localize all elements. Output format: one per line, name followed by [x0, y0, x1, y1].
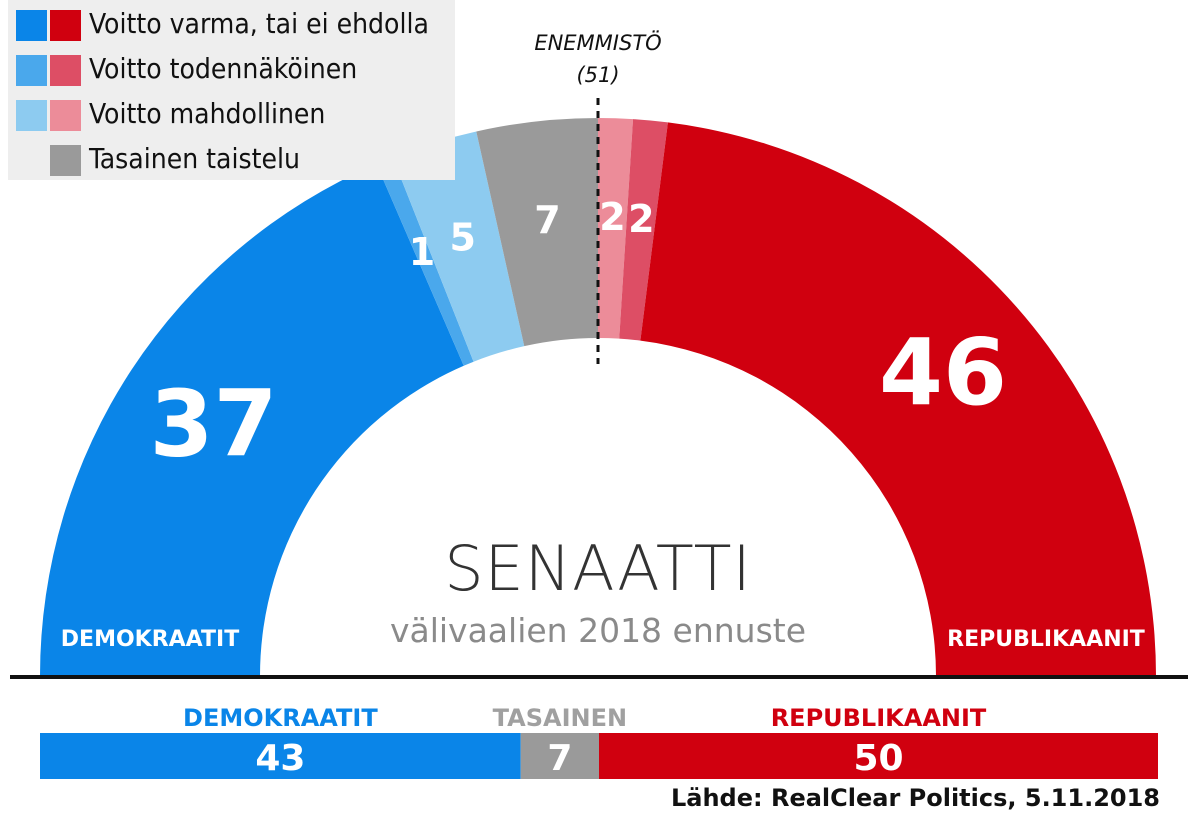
slice-demokraatit-2	[392, 131, 525, 362]
legend-swatch-rep-possible	[50, 100, 81, 131]
chart-subtitle: välivaalien 2018 ennuste	[390, 611, 806, 650]
legend-swatch-dem-likely	[16, 55, 47, 86]
legend-label: Voitto todennäköinen	[89, 52, 358, 85]
slice-republikaanit-5	[619, 119, 668, 341]
slice-demokraatit-1	[376, 157, 474, 366]
bar-value-republikaanit: 50	[853, 738, 903, 779]
bar-value-tasainen: 7	[547, 738, 572, 779]
stacked-bar	[40, 733, 1158, 779]
legend-swatch-dem-possible	[16, 100, 47, 131]
side-label-right: REPUBLIKAANIT	[947, 627, 1145, 652]
legend-swatch-tossup	[50, 145, 81, 176]
stacked-bar-labels: 43 DEMOKRAATIT 7 TASAINEN 50 REPUBLIKAANIT	[183, 704, 987, 779]
majority-label: ENEMMISTÖ	[534, 30, 661, 55]
bar-segment-demokraatit	[40, 733, 521, 779]
bar-value-demokraatit: 43	[255, 738, 305, 779]
slice-label: 1	[409, 230, 435, 274]
legend-label: Voitto mahdollinen	[89, 97, 326, 130]
slice-label: 46	[879, 319, 1007, 426]
legend-swatch-rep-likely	[50, 55, 81, 86]
legend: Voitto varma, tai ei ehdolla Voitto tode…	[8, 0, 455, 180]
slice-label: 2	[599, 195, 625, 239]
slice-label: 5	[450, 215, 476, 259]
slice-tasainen-3	[476, 118, 598, 347]
legend-swatch-rep-certain	[50, 10, 81, 41]
slice-label: 7	[534, 198, 560, 242]
chart-title: SENAATTI	[444, 532, 752, 605]
bar-segment-tasainen	[520, 733, 599, 779]
legend-label: Voitto varma, tai ei ehdolla	[89, 7, 429, 40]
bar-name-republikaanit: REPUBLIKAANIT	[771, 704, 987, 732]
slice-republikaanit-6	[640, 122, 1156, 676]
slice-demokraatit-0	[40, 163, 464, 676]
slice-label: 37	[150, 370, 278, 477]
side-label-left: DEMOKRAATIT	[61, 627, 239, 652]
source-note: Lähde: RealClear Politics, 5.11.2018	[670, 784, 1160, 812]
baseline	[10, 675, 1188, 679]
legend-swatch-dem-certain	[16, 10, 47, 41]
bar-name-demokraatit: DEMOKRAATIT	[183, 704, 378, 732]
bar-name-tasainen: TASAINEN	[493, 704, 627, 732]
slice-labels: 371 5 7 2 246	[150, 195, 1008, 477]
majority-value: (51)	[576, 63, 619, 87]
legend-label: Tasainen taistelu	[89, 142, 300, 175]
semicircle-slices	[40, 118, 1156, 676]
bar-segment-republikaanit	[599, 733, 1158, 779]
slice-republikaanit-4	[598, 118, 634, 339]
slice-label: 2	[628, 197, 654, 241]
